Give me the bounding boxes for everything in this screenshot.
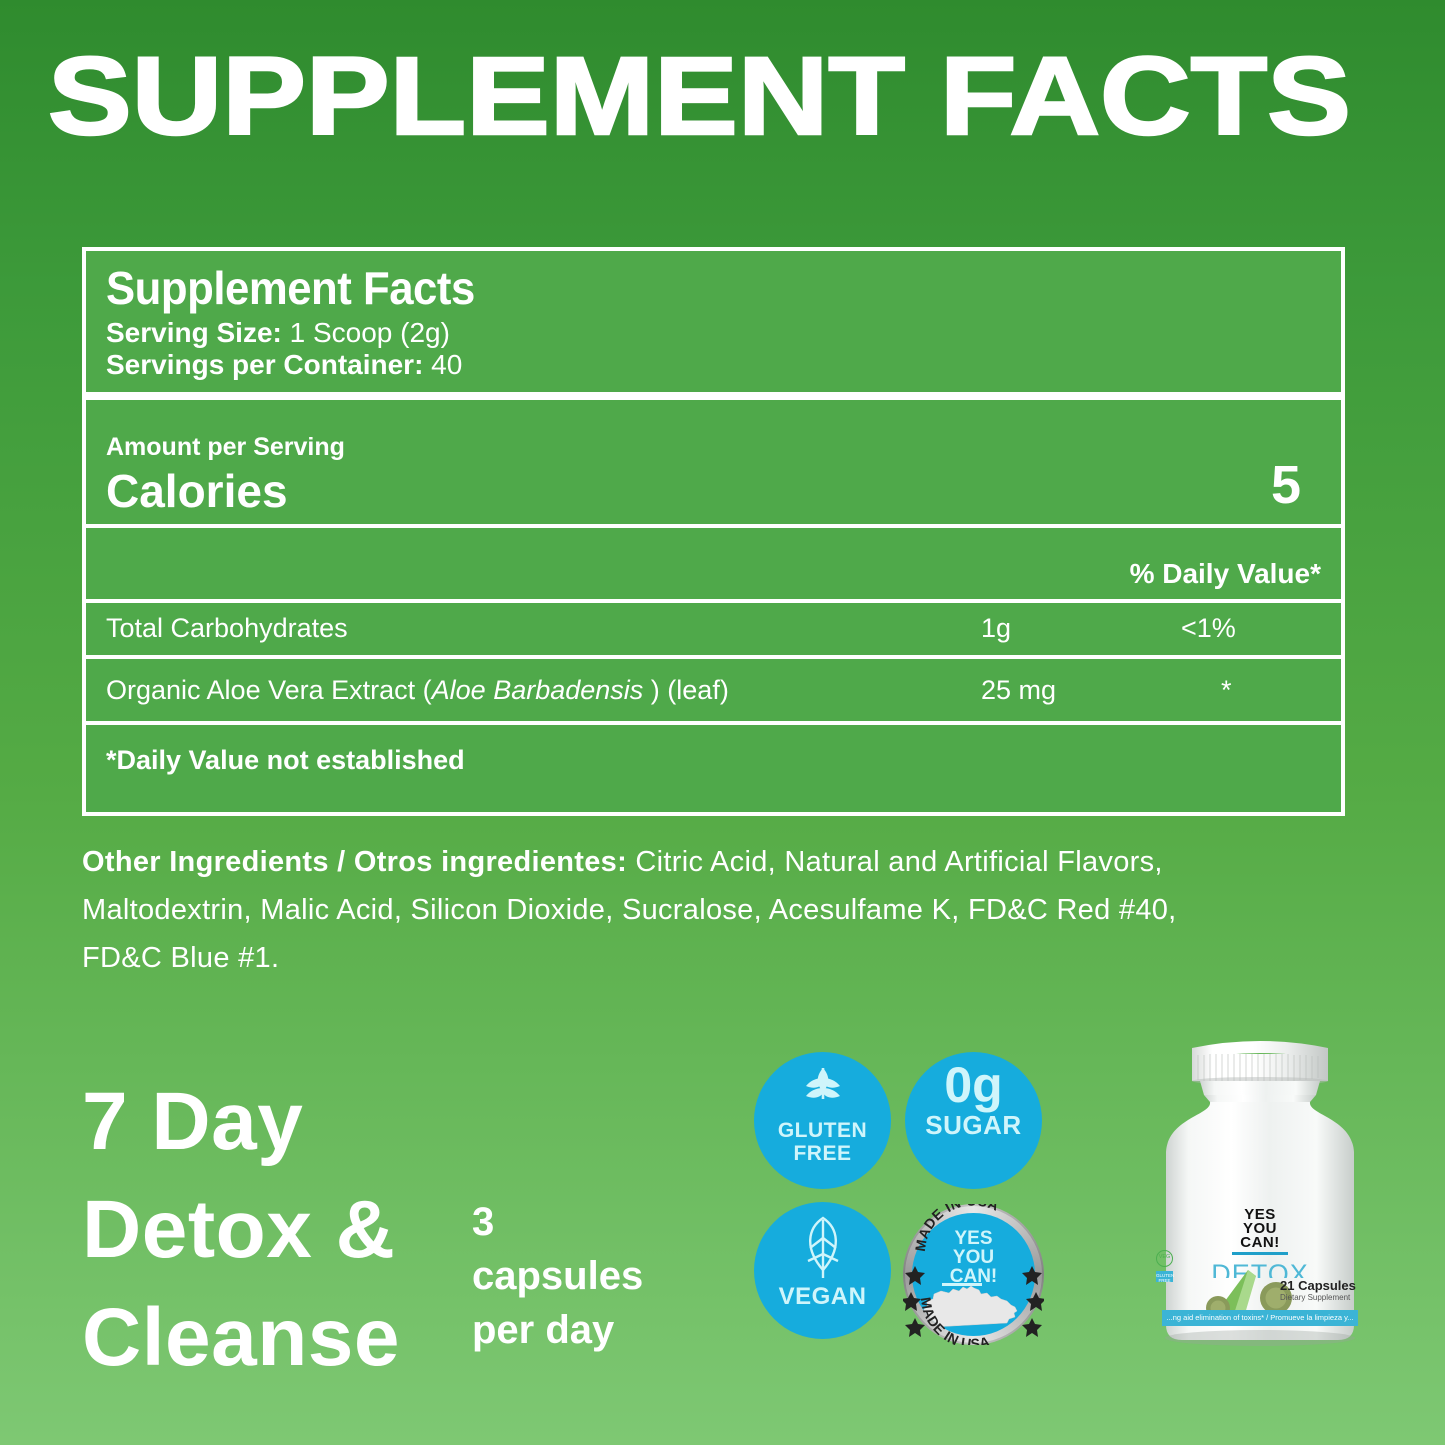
svg-text:MADE IN USA: MADE IN USA — [912, 1204, 1002, 1252]
svg-text:MADE IN USA: MADE IN USA — [918, 1296, 992, 1345]
